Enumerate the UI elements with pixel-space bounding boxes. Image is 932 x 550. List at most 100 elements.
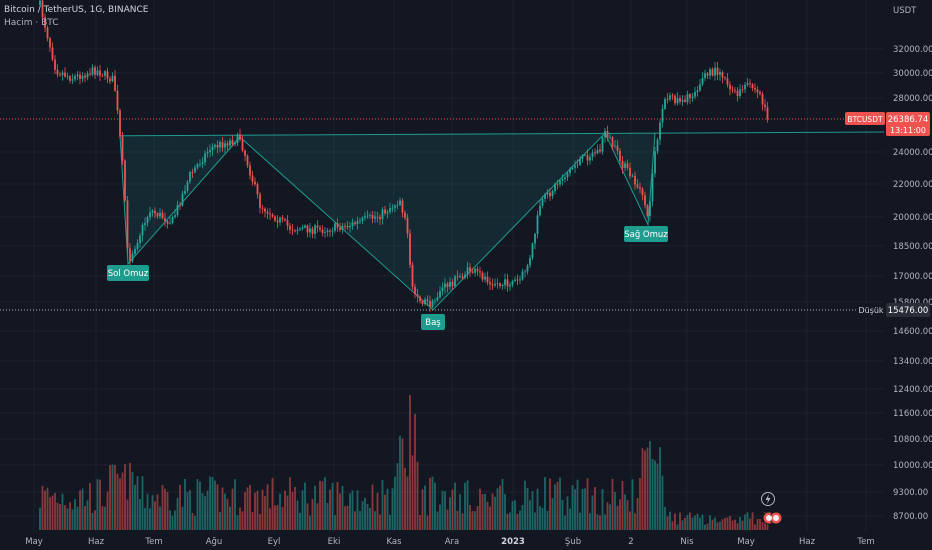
candle-body: [341, 225, 344, 230]
volume-bar: [399, 435, 401, 530]
candle-body: [319, 227, 321, 230]
volume-bar: [121, 472, 124, 530]
candle-body: [291, 229, 294, 231]
volume-bar: [651, 458, 654, 530]
volume-bar: [211, 476, 214, 530]
candle-body: [46, 27, 49, 39]
volume-bar: [766, 521, 769, 530]
candle-body: [311, 228, 314, 234]
candle-body: [211, 146, 214, 151]
volume-legend[interactable]: Hacim · BTC: [4, 18, 59, 28]
candle-body: [56, 69, 59, 75]
candle-body: [446, 283, 449, 287]
volume-bar: [86, 500, 89, 530]
volume-bar: [134, 484, 136, 530]
volume-bar: [629, 511, 631, 530]
volume-bar: [269, 508, 271, 530]
volume-bar: [519, 510, 521, 530]
candle-body: [69, 76, 71, 81]
volume-bar: [151, 495, 154, 530]
svg-text:Sol Omuz: Sol Omuz: [108, 269, 149, 279]
candle-body: [171, 216, 174, 223]
time-axis[interactable]: May Haz Tem Ağu Eyl Eki Kas Ara 2023 Şub 2 Nis May Ha…: [25, 537, 874, 547]
candle-body: [444, 283, 446, 288]
candle-body: [359, 220, 361, 222]
volume-bar: [179, 485, 181, 530]
volume-bar: [79, 490, 81, 530]
candle-body: [686, 94, 689, 102]
candle-body: [514, 279, 516, 282]
candle-body: [486, 276, 489, 283]
candle-body: [551, 191, 554, 197]
volume-bar: [691, 517, 694, 530]
candle-body: [516, 279, 519, 281]
candle-body: [289, 225, 291, 230]
candle-body: [594, 152, 596, 154]
candle-body: [221, 142, 224, 148]
candle-body: [559, 180, 561, 185]
price-tick-label: 10000.00: [893, 461, 932, 471]
volume-bar: [474, 511, 476, 530]
volume-bar: [109, 465, 111, 530]
candle-body: [716, 67, 719, 75]
price-scale[interactable]: USDT 32000.00 30000.00 28000.00 24000.00 220…: [893, 6, 932, 522]
candle-body: [241, 139, 244, 151]
volume-bar: [436, 511, 439, 530]
volume-bar: [239, 507, 241, 530]
candle-body: [651, 173, 654, 202]
candle-body: [49, 38, 51, 48]
volume-bar: [621, 480, 624, 530]
candle-body: [746, 83, 749, 85]
candle-body: [174, 215, 176, 217]
volume-bar: [104, 506, 106, 530]
volume-bar: [144, 508, 146, 530]
candle-body: [724, 77, 726, 79]
candle-body: [436, 297, 439, 301]
candle-body: [334, 223, 336, 231]
volume-bar: [539, 506, 541, 530]
volume-bar: [359, 510, 361, 530]
volume-bar: [219, 511, 221, 530]
volume-bar: [201, 493, 204, 530]
lightning-icon[interactable]: [761, 492, 775, 506]
candle-body: [689, 94, 691, 98]
volume-bar: [761, 522, 764, 530]
last-price-value: 26386.74: [888, 115, 929, 125]
candle-body: [726, 78, 729, 85]
volume-bar: [456, 510, 459, 530]
symbol-title[interactable]: Bitcoin / TetherUS, 1G, BINANCE: [4, 5, 149, 15]
volume-bar: [564, 515, 566, 530]
candle-body: [541, 198, 544, 206]
volume-bar: [489, 506, 491, 530]
volume-bar: [684, 517, 686, 530]
volume-bar: [549, 478, 551, 530]
volume-bar: [424, 485, 426, 530]
volume-bar: [449, 497, 451, 530]
volume-bar: [294, 486, 296, 530]
candle-body: [44, 17, 46, 28]
candle-body: [161, 212, 164, 219]
volume-bar: [599, 515, 601, 530]
candle-body: [301, 227, 304, 229]
candle-body: [76, 74, 79, 77]
volume-bar: [461, 513, 464, 530]
right-shoulder-label: Sağ Omuz: [624, 226, 668, 242]
volume-bar: [84, 505, 86, 530]
candle-body: [699, 84, 701, 91]
volume-bar: [381, 480, 384, 530]
candle-body: [639, 187, 641, 189]
volume-bar: [601, 489, 604, 530]
candle-body: [379, 216, 381, 220]
candle-body: [624, 163, 626, 168]
volume-bar: [304, 482, 306, 530]
event-markers-icon[interactable]: [762, 511, 783, 525]
candle-body: [706, 73, 709, 76]
volume-bar: [279, 493, 281, 530]
volume-bar: [191, 512, 194, 530]
volume-bar: [694, 515, 696, 530]
price-tick-label: 10800.00: [893, 435, 932, 445]
volume-bar: [379, 514, 381, 530]
volume-bar: [471, 511, 474, 530]
volume-bar: [124, 464, 126, 530]
